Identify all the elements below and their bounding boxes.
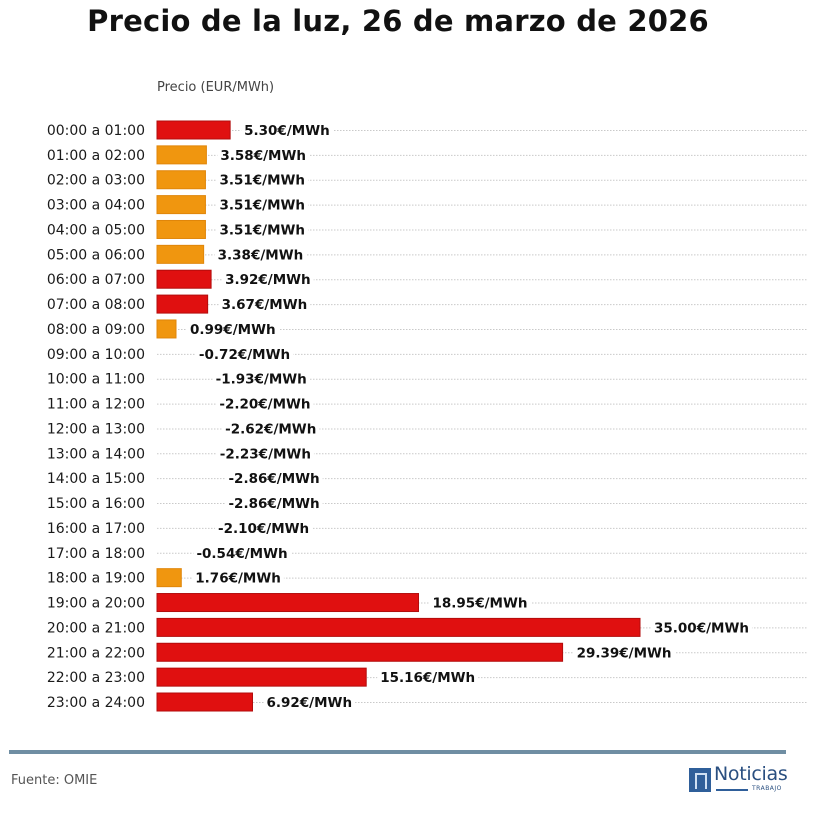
value-label-background bbox=[651, 620, 752, 637]
value-label: -1.93€/MWh bbox=[216, 372, 307, 388]
value-label-background bbox=[195, 346, 294, 363]
category-label: 23:00 a 24:00 bbox=[47, 695, 145, 711]
bar bbox=[156, 244, 205, 264]
category-label: 05:00 a 06:00 bbox=[47, 247, 145, 263]
value-label-background bbox=[216, 222, 309, 239]
value-label-background bbox=[225, 471, 323, 488]
value-label: -0.54€/MWh bbox=[196, 546, 287, 562]
value-label: 3.92€/MWh bbox=[225, 272, 311, 288]
value-label-background bbox=[187, 321, 279, 338]
category-label: 21:00 a 22:00 bbox=[47, 645, 145, 661]
value-label-background bbox=[214, 520, 313, 537]
value-label-background bbox=[225, 496, 323, 513]
bar bbox=[156, 120, 231, 140]
value-label: 0.99€/MWh bbox=[190, 322, 276, 338]
value-label: 29.39€/MWh bbox=[577, 645, 672, 661]
category-label: 07:00 a 08:00 bbox=[47, 297, 145, 313]
category-label: 20:00 a 21:00 bbox=[47, 620, 145, 636]
value-label: 15.16€/MWh bbox=[380, 670, 475, 686]
footer-divider bbox=[9, 750, 786, 754]
value-label: -2.23€/MWh bbox=[220, 446, 311, 462]
value-label-background bbox=[263, 695, 356, 712]
category-label: 04:00 a 05:00 bbox=[47, 222, 145, 238]
value-label-background bbox=[216, 197, 309, 214]
value-label-background bbox=[212, 371, 310, 388]
value-label-background bbox=[214, 247, 307, 264]
value-label: -2.86€/MWh bbox=[228, 496, 319, 512]
value-label: 3.67€/MWh bbox=[222, 297, 308, 313]
category-label: 01:00 a 02:00 bbox=[47, 148, 145, 164]
value-label: 3.51€/MWh bbox=[219, 222, 305, 238]
value-label: 3.51€/MWh bbox=[219, 198, 305, 214]
value-label-background bbox=[217, 147, 309, 164]
value-label: 18.95€/MWh bbox=[433, 596, 528, 612]
value-label-background bbox=[222, 272, 314, 289]
category-label: 11:00 a 12:00 bbox=[47, 397, 145, 413]
value-label-background bbox=[222, 421, 320, 438]
value-label: 3.38€/MWh bbox=[218, 247, 304, 263]
category-label: 16:00 a 17:00 bbox=[47, 521, 145, 537]
value-label-background bbox=[377, 670, 479, 687]
value-label-background bbox=[192, 570, 284, 587]
bar bbox=[156, 692, 253, 712]
value-label-background bbox=[218, 297, 311, 314]
logo-text: Noticias bbox=[714, 763, 788, 785]
value-label: -2.20€/MWh bbox=[219, 397, 310, 413]
logo-subtext: TRABAJO bbox=[752, 785, 782, 792]
value-label-background bbox=[216, 446, 314, 463]
category-label: 10:00 a 11:00 bbox=[47, 372, 145, 388]
value-label: -0.72€/MWh bbox=[199, 347, 290, 363]
value-label-background bbox=[429, 595, 531, 612]
category-label: 09:00 a 10:00 bbox=[47, 347, 145, 363]
category-label: 17:00 a 18:00 bbox=[47, 546, 145, 562]
value-label-background bbox=[241, 123, 333, 139]
category-label: 03:00 a 04:00 bbox=[47, 198, 145, 214]
bar bbox=[156, 145, 207, 165]
chart-title: Precio de la luz, 26 de marzo de 2026 bbox=[87, 4, 709, 38]
value-label: 6.92€/MWh bbox=[266, 695, 352, 711]
value-label: -2.86€/MWh bbox=[228, 471, 319, 487]
noticias-trabajo-logo: Noticias TRABAJO bbox=[689, 763, 789, 795]
value-label: -2.10€/MWh bbox=[218, 521, 309, 537]
category-label: 15:00 a 16:00 bbox=[47, 496, 145, 512]
bar bbox=[156, 195, 206, 215]
bar-chart: 00:00 a 01:00 5.30€/MWh 01:00 a 02:00 3.58€… bbox=[47, 120, 808, 712]
category-label: 06:00 a 07:00 bbox=[47, 272, 145, 288]
value-label: -2.62€/MWh bbox=[225, 421, 316, 437]
value-label: 3.58€/MWh bbox=[220, 148, 306, 164]
logo-icon bbox=[689, 768, 711, 792]
category-label: 13:00 a 14:00 bbox=[47, 446, 145, 462]
category-label: 12:00 a 13:00 bbox=[47, 421, 145, 437]
value-label: 3.51€/MWh bbox=[219, 173, 305, 189]
bar bbox=[156, 667, 367, 687]
value-label-background bbox=[216, 396, 314, 413]
bar bbox=[156, 568, 182, 588]
category-label: 19:00 a 20:00 bbox=[47, 596, 145, 612]
value-label: 35.00€/MWh bbox=[654, 620, 749, 636]
bar bbox=[156, 269, 212, 289]
bar bbox=[156, 319, 177, 339]
category-label: 08:00 a 09:00 bbox=[47, 322, 145, 338]
bar bbox=[156, 642, 564, 662]
value-label-background bbox=[193, 545, 291, 562]
bar bbox=[156, 593, 420, 613]
category-label: 14:00 a 15:00 bbox=[47, 471, 145, 487]
value-label-background bbox=[573, 645, 675, 662]
bar bbox=[156, 219, 206, 239]
category-label: 00:00 a 01:00 bbox=[47, 123, 145, 139]
category-label: 02:00 a 03:00 bbox=[47, 173, 145, 189]
source-credit: Fuente: OMIE bbox=[11, 773, 98, 788]
value-label: 5.30€/MWh bbox=[244, 123, 330, 139]
bar bbox=[156, 617, 641, 637]
value-label-background bbox=[216, 172, 309, 189]
bar bbox=[156, 294, 209, 314]
category-label: 22:00 a 23:00 bbox=[47, 670, 145, 686]
bar bbox=[156, 170, 206, 190]
logo-underline bbox=[716, 789, 748, 791]
category-label: 18:00 a 19:00 bbox=[47, 571, 145, 587]
x-axis-label: Precio (EUR/MWh) bbox=[157, 80, 275, 95]
value-label: 1.76€/MWh bbox=[195, 571, 281, 587]
